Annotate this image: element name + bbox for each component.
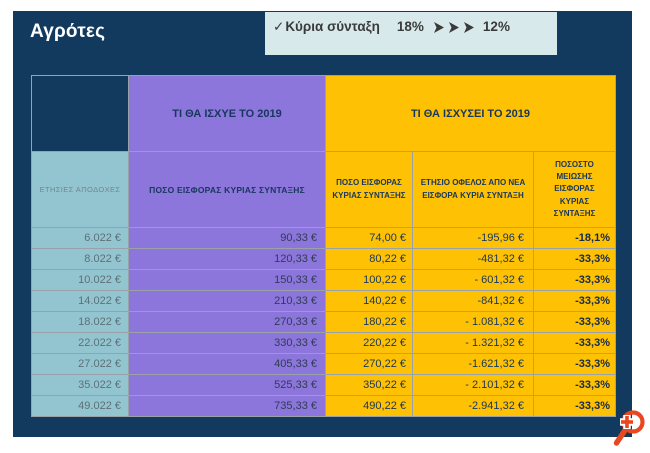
contributions-table: ΤΙ ΘΑ ΙΣΧΥΕ ΤΟ 2019 ΤΙ ΘΑ ΙΣΧΥΣΕΙ ΤΟ 201…: [31, 75, 616, 417]
new-contribution-cell: 220,22 €: [325, 332, 413, 354]
annual-benefit-cell: - 601,32 €: [412, 269, 534, 291]
annual-benefit-cell: -195,96 €: [412, 227, 534, 249]
new-contribution-cell: 350,22 €: [325, 374, 413, 396]
annual-income-cell: 22.022 €: [31, 332, 129, 354]
check-icon: ✓: [273, 19, 285, 34]
old-rate-value: 18%: [396, 19, 424, 34]
old-contribution-cell: 90,33 €: [128, 227, 326, 249]
header-was-2019: ΤΙ ΘΑ ΙΣΧΥΕ ΤΟ 2019: [128, 75, 326, 152]
reduction-percent-cell: -33,3%: [533, 353, 616, 375]
table-row: 18.022 € 270,33 € 180,22 € - 1.081,32 € …: [31, 311, 616, 333]
new-contribution-cell: 140,22 €: [325, 290, 413, 312]
table-row: 22.022 € 330,33 € 220,22 € - 1.321,32 € …: [31, 332, 616, 354]
table-row: 8.022 € 120,33 € 80,22 € -481,32 € -33,3…: [31, 248, 616, 270]
new-contribution-cell: 74,00 €: [325, 227, 413, 249]
annual-benefit-cell: - 1.321,32 €: [412, 332, 534, 354]
reduction-percent-cell: -33,3%: [533, 332, 616, 354]
right-arrowhead-icon: [463, 22, 474, 33]
group-header-row: ΤΙ ΘΑ ΙΣΧΥΕ ΤΟ 2019 ΤΙ ΘΑ ΙΣΧΥΣΕΙ ΤΟ 201…: [31, 75, 616, 152]
new-contribution-cell: 100,22 €: [325, 269, 413, 291]
annual-income-cell: 14.022 €: [31, 290, 129, 312]
reduction-percent-cell: -33,3%: [533, 290, 616, 312]
annual-income-cell: 10.022 €: [31, 269, 129, 291]
zoom-in-icon[interactable]: [611, 406, 649, 448]
old-contribution-cell: 735,33 €: [128, 395, 326, 417]
pension-rate-callout: ✓ Κύρια σύνταξη 18% 12%: [265, 12, 557, 55]
annual-benefit-cell: -841,32 €: [412, 290, 534, 312]
table-row: 27.022 € 405,33 € 270,22 € -1.621,32 € -…: [31, 353, 616, 375]
reduction-percent-cell: -33,3%: [533, 248, 616, 270]
new-contribution-cell: 80,22 €: [325, 248, 413, 270]
new-contribution-cell: 270,22 €: [325, 353, 413, 375]
table-row: 10.022 € 150,33 € 100,22 € - 601,32 € -3…: [31, 269, 616, 291]
table-row: 14.022 € 210,33 € 140,22 € -841,32 € -33…: [31, 290, 616, 312]
old-contribution-cell: 210,33 €: [128, 290, 326, 312]
right-arrowhead-icon: [433, 22, 444, 33]
col-header-new-contribution: ΠΟΣΟ ΕΙΣΦΟΡΑΣ ΚΥΡΙΑΣ ΣΥΝΤΑΞΗΣ: [325, 151, 413, 228]
col-header-annual-benefit: ΕΤΗΣΙΟ ΟΦΕΛΟΣ ΑΠΟ ΝΕΑ ΕΙΣΦΟΡΑ ΚΥΡΙΑ ΣΥΝΤ…: [412, 151, 534, 228]
table-row: 6.022 € 90,33 € 74,00 € -195,96 € -18,1%: [31, 227, 616, 249]
new-contribution-cell: 490,22 €: [325, 395, 413, 417]
blank-corner-cell: [31, 75, 129, 152]
annual-income-cell: 49.022 €: [31, 395, 129, 417]
page-title: Αγρότες: [30, 21, 106, 42]
table-row: 35.022 € 525,33 € 350,22 € - 2.101,32 € …: [31, 374, 616, 396]
annual-income-cell: 18.022 €: [31, 311, 129, 333]
header-will-2019: ΤΙ ΘΑ ΙΣΧΥΣΕΙ ΤΟ 2019: [325, 75, 616, 152]
annual-income-cell: 8.022 €: [31, 248, 129, 270]
col-header-reduction-percent: ΠΟΣΟΣΤΟ ΜΕΙΩΣΗΣ ΕΙΣΦΟΡΑΣ ΚΥΡΙΑΣ ΣΥΝΤΑΞΗΣ: [533, 151, 616, 228]
annual-benefit-cell: -1.621,32 €: [412, 353, 534, 375]
old-contribution-cell: 150,33 €: [128, 269, 326, 291]
reduction-percent-cell: -33,3%: [533, 374, 616, 396]
new-rate-value: 12%: [482, 19, 510, 34]
old-contribution-cell: 405,33 €: [128, 353, 326, 375]
annual-benefit-cell: - 2.101,32 €: [412, 374, 534, 396]
reduction-percent-cell: -33,3%: [533, 269, 616, 291]
old-contribution-cell: 120,33 €: [128, 248, 326, 270]
annual-income-cell: 6.022 €: [31, 227, 129, 249]
col-header-annual-income: ΕΤΗΣΙΕΣ ΑΠΟΔΟΧΕΣ: [31, 151, 129, 228]
table-row: 49.022 € 735,33 € 490,22 € -2.941,32 € -…: [31, 395, 616, 417]
annual-income-cell: 35.022 €: [31, 374, 129, 396]
new-contribution-cell: 180,22 €: [325, 311, 413, 333]
reduction-percent-cell: -33,3%: [533, 311, 616, 333]
col-header-old-contribution: ΠΟΣΟ ΕΙΣΦΟΡΑΣ ΚΥΡΙΑΣ ΣΥΝΤΑΞΗΣ: [128, 151, 326, 228]
rate-change-arrows: [433, 22, 474, 33]
right-arrowhead-icon: [448, 22, 459, 33]
annual-benefit-cell: -481,32 €: [412, 248, 534, 270]
annual-benefit-cell: -2.941,32 €: [412, 395, 534, 417]
annual-income-cell: 27.022 €: [31, 353, 129, 375]
old-contribution-cell: 525,33 €: [128, 374, 326, 396]
reduction-percent-cell: -33,3%: [533, 395, 616, 417]
old-contribution-cell: 330,33 €: [128, 332, 326, 354]
annual-benefit-cell: - 1.081,32 €: [412, 311, 534, 333]
callout-label: Κύρια σύνταξη: [285, 19, 380, 34]
reduction-percent-cell: -18,1%: [533, 227, 616, 249]
old-contribution-cell: 270,33 €: [128, 311, 326, 333]
column-header-row: ΕΤΗΣΙΕΣ ΑΠΟΔΟΧΕΣ ΠΟΣΟ ΕΙΣΦΟΡΑΣ ΚΥΡΙΑΣ ΣΥ…: [31, 151, 616, 228]
